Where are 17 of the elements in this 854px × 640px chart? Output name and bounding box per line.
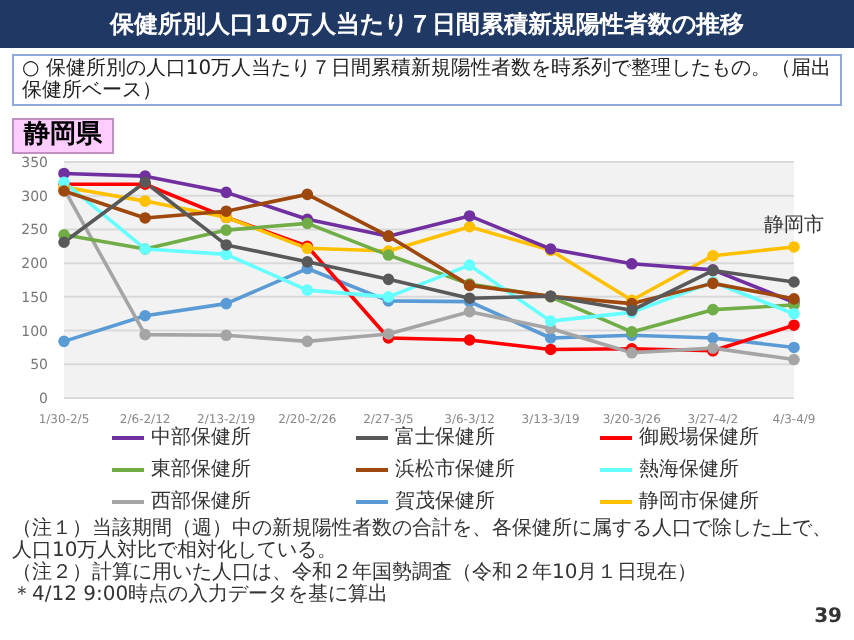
text: （注１）当該期間（週）中の新規陽性者数の合計を、各保健所に属する人口で除した上で、人口10万人対比で相対化している。 [12,518,834,562]
text: 39 [812,606,842,628]
legend-label: 中部保健所 [151,427,251,450]
legend-label: 静岡市保健所 [639,491,759,514]
text: ＊4/12 9:00時点の入力データを基に算出 [12,584,391,606]
chart-title: 保健所別人口10万人当たり７日間累積新規陽性者数の推移 [0,0,854,48]
legend-label: 賀茂保健所 [395,491,495,514]
legend-label: 東部保健所 [151,459,251,482]
legend-label: 富士保健所 [395,427,495,450]
text: （注２）計算に用いた人口は、令和２年国勢調査（令和２年10月１日現在） [12,562,700,584]
chart-subtitle: ○ 保健所別の人口10万人当たり７日間累積新規陽性者数を時系列で整理したもの。（届出保健所ベース） [12,54,842,106]
legend-label: 西部保健所 [151,491,251,514]
annotation: 静岡市 [764,212,824,237]
text: 静岡県 [12,118,114,154]
legend-label: 熱海保健所 [639,459,739,482]
legend-label: 御殿場保健所 [639,427,759,450]
legend-label: 浜松市保健所 [395,459,515,482]
